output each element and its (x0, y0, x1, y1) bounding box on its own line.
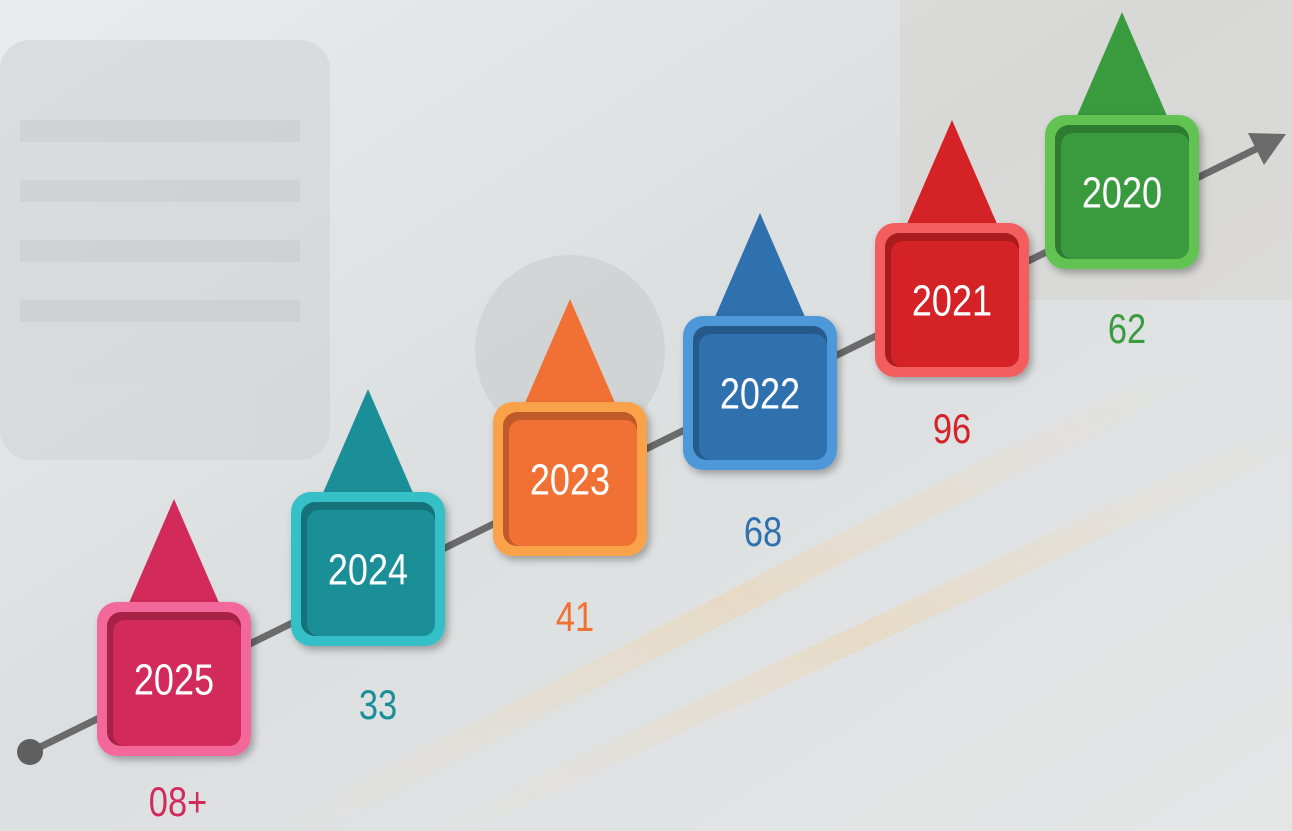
item-value: 96 (933, 406, 971, 453)
item-year: 2020 (1082, 168, 1162, 217)
item-year: 2024 (328, 545, 408, 594)
item-value: 08+ (149, 779, 207, 826)
item-value: 41 (556, 594, 594, 641)
item-year: 2022 (720, 369, 800, 418)
item-value: 33 (359, 682, 397, 729)
timeline-infographic: 2025 08+ 2024 33 2023 41 2022 68 2021 96 2020 62 (0, 0, 1292, 831)
item-value: 68 (744, 509, 782, 556)
item-value: 62 (1108, 306, 1146, 353)
item-year: 2025 (134, 655, 214, 704)
item-year: 2023 (530, 455, 610, 504)
item-year: 2021 (912, 276, 992, 325)
